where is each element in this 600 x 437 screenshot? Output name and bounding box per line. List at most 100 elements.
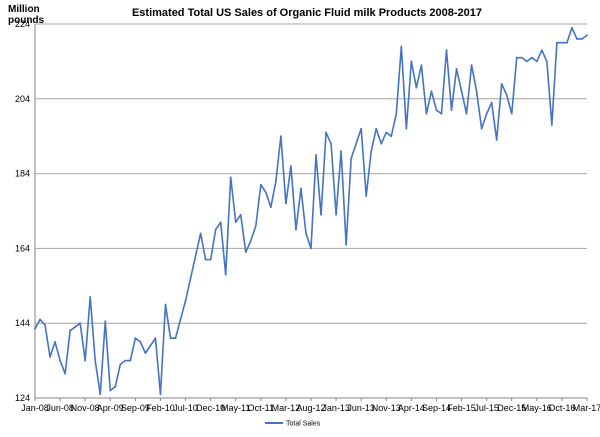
legend-label: Total Sales (286, 421, 321, 428)
data-point (114, 385, 117, 388)
y-axis-unit-line-1: Million (8, 4, 40, 15)
data-point (490, 101, 493, 104)
data-point (214, 228, 217, 231)
x-tick-label: May-16 (522, 403, 552, 413)
data-point (335, 213, 337, 216)
data-point (229, 176, 232, 179)
data-point (244, 251, 247, 254)
data-point (390, 135, 393, 138)
data-point (365, 195, 368, 197)
data-point (345, 243, 348, 246)
data-point (520, 56, 523, 59)
data-point (104, 320, 107, 323)
data-point (430, 90, 433, 93)
data-point (455, 67, 458, 70)
data-point (395, 112, 398, 115)
data-point (435, 109, 438, 111)
data-point (109, 389, 112, 392)
data-point (209, 258, 212, 261)
data-point (425, 112, 428, 115)
data-point (94, 359, 97, 362)
data-point (315, 154, 317, 156)
data-point (189, 277, 192, 280)
data-point (370, 150, 373, 153)
data-point (149, 344, 152, 347)
data-point (44, 324, 46, 326)
data-point (129, 359, 132, 362)
data-point (224, 273, 227, 276)
x-tick-label: Oct-11 (248, 403, 274, 413)
x-tick-label: Sep-14 (422, 403, 451, 413)
x-tick-label: Jun-08 (46, 403, 74, 413)
y-axis-unit-line-2: pounds (8, 15, 45, 26)
data-point (99, 393, 102, 396)
data-point (586, 34, 588, 37)
data-point (79, 322, 82, 325)
data-point (400, 45, 403, 48)
data-point (285, 202, 287, 205)
data-point (405, 127, 408, 130)
data-point (415, 86, 418, 89)
data-point (194, 254, 197, 257)
data-point (254, 225, 257, 227)
y-tick-label: 144 (15, 318, 30, 328)
data-point (249, 240, 252, 242)
data-point (54, 341, 56, 343)
data-point (510, 112, 513, 115)
x-tick-label: Jan-13 (322, 403, 350, 413)
x-tick-label: Jun-13 (347, 403, 375, 413)
y-tick-label: 224 (15, 19, 30, 29)
data-point (485, 112, 488, 115)
data-point (561, 41, 563, 44)
data-point (154, 337, 157, 340)
x-tick-label: Apr-14 (398, 403, 425, 413)
data-point (495, 139, 498, 141)
data-point (234, 221, 237, 224)
data-point (124, 359, 127, 362)
data-point (545, 60, 548, 63)
data-point (174, 337, 177, 340)
data-point (355, 142, 358, 145)
data-point (49, 355, 51, 358)
x-tick-label: Jul-10 (173, 403, 198, 413)
x-tick-labels: Jan-08Jun-08Nov-08Apr-09Sep-09Feb-10Jul-… (21, 398, 600, 413)
data-point (164, 303, 167, 306)
data-point (159, 393, 162, 396)
data-point (320, 213, 322, 216)
y-tick-label: 124 (15, 393, 30, 403)
data-point (59, 359, 61, 362)
data-point (325, 131, 327, 134)
data-point (144, 352, 147, 355)
data-point (300, 187, 302, 190)
data-point (134, 337, 137, 340)
x-tick-label: Apr-09 (97, 403, 124, 413)
data-point (375, 127, 378, 130)
x-tick-label: Mar-17 (573, 403, 600, 413)
series-line-total-sales (34, 26, 588, 396)
data-point (571, 26, 573, 29)
data-point (84, 359, 87, 362)
x-tick-label: Mar-12 (272, 403, 301, 413)
data-point (550, 124, 553, 126)
data-point (119, 363, 122, 366)
data-point (410, 60, 413, 63)
data-point (555, 41, 558, 44)
data-point (139, 341, 142, 343)
data-point (279, 135, 282, 138)
x-tick-label: Dec-15 (497, 403, 526, 413)
data-point (475, 90, 478, 93)
x-tick-label: Dec-10 (196, 403, 225, 413)
data-point (480, 127, 483, 130)
data-point (89, 296, 92, 298)
data-point (330, 142, 332, 145)
data-point (566, 41, 568, 44)
y-tick-label: 164 (15, 243, 30, 253)
data-point (505, 94, 508, 96)
data-point (470, 64, 473, 67)
data-point (360, 127, 363, 130)
data-point (445, 49, 448, 52)
grid-lines (35, 23, 587, 324)
data-point (500, 82, 503, 85)
